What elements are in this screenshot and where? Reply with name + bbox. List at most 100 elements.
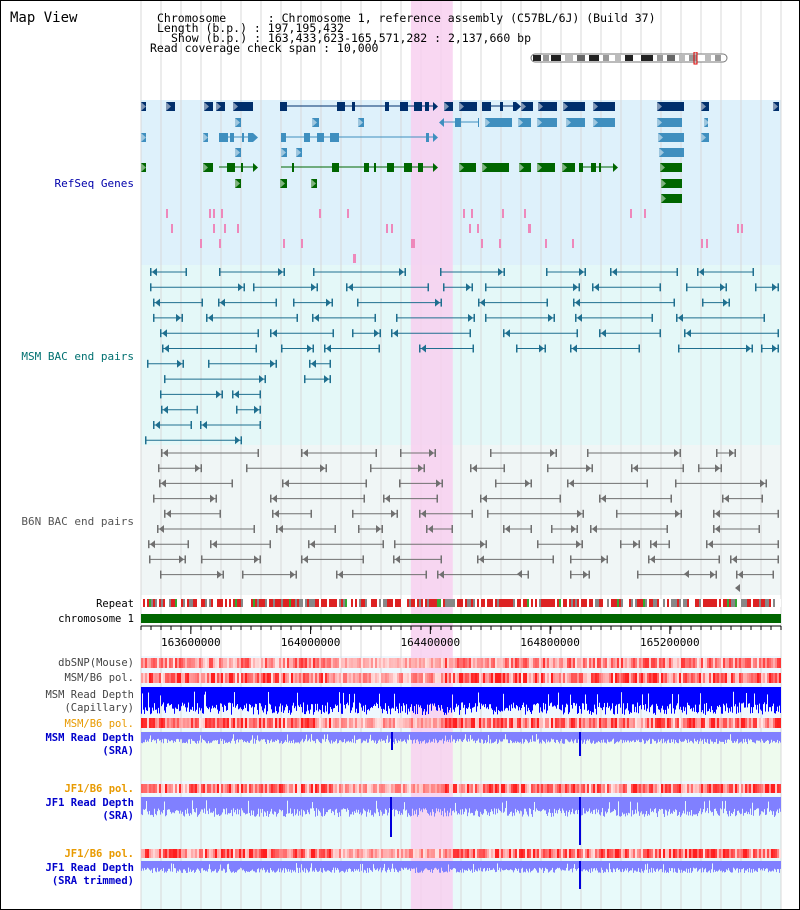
- jf1-depth-sra-bar: [385, 797, 386, 809]
- msm-depth-capillary-bar: [345, 687, 346, 709]
- jf1-depth-sra-bar: [378, 797, 379, 813]
- repeat-block: [583, 599, 585, 607]
- msm-pol2-strip: [581, 718, 583, 728]
- msm-depth-capillary-bar: [261, 687, 262, 707]
- msm-depth-capillary-bar: [295, 687, 296, 707]
- msm-depth-capillary-bar: [244, 687, 245, 706]
- jf1-depth-trim-bar: [493, 861, 494, 869]
- jf1-depth-sra-bar: [774, 797, 775, 817]
- b6n-bac-pair-end: [551, 525, 553, 533]
- msm-pol2-strip: [365, 718, 367, 728]
- msm-pol2-strip: [489, 718, 491, 728]
- msm-depth-capillary-bar: [255, 687, 256, 704]
- refseq-strand-arrow: [659, 148, 664, 157]
- msm-pol2-strip: [331, 718, 333, 728]
- repeat-block: [767, 599, 769, 607]
- dbsnp-strip: [769, 658, 771, 668]
- b6n-bac-pair-arrow: [576, 540, 581, 549]
- refseq-track-label[interactable]: RefSeq Genes: [55, 177, 134, 190]
- msm-depth-sra-bar: [469, 732, 470, 742]
- msm-bac-track-label[interactable]: MSM BAC end pairs: [21, 350, 134, 363]
- jf1-depth-sra-bar: [465, 797, 466, 809]
- jf1-pol-strip: [149, 784, 151, 793]
- msm-depth-capillary-bar: [329, 687, 330, 714]
- jf1-pol2-strip: [661, 849, 663, 858]
- msm-depth-capillary-bar: [456, 687, 457, 704]
- msm-depth-sra-bar: [422, 732, 423, 742]
- msm-pol-strip: [711, 673, 713, 683]
- jf1-pol2-strip: [367, 849, 369, 858]
- jf1-depth-sra-bar: [705, 797, 706, 813]
- repeat-block: [591, 599, 593, 607]
- jf1-pol2-strip: [609, 849, 611, 858]
- jf1-pol2-strip: [407, 849, 409, 858]
- msm-depth-sra-bar: [584, 732, 585, 740]
- jf1-pol-strip: [545, 784, 547, 793]
- jf1-depth-sra-track-label[interactable]: JF1 Read Depth (SRA): [45, 797, 134, 823]
- msm-depth-capillary-bar: [627, 687, 628, 704]
- jf1-depth-trim-bar: [347, 861, 348, 872]
- msm-depth-capillary-bar: [237, 687, 238, 705]
- msm-depth-capillary-bar: [399, 687, 400, 704]
- dbsnp-strip: [185, 658, 187, 668]
- repeat-block: [689, 599, 691, 607]
- msm-depth-sra-bar: [376, 732, 377, 744]
- jf1-pol2-strip: [749, 849, 751, 858]
- msm-depth-capillary-bar: [228, 687, 229, 703]
- msm-bac-pair-end: [755, 283, 757, 292]
- jf1-depth-sra-bar: [239, 797, 240, 810]
- jf1-depth-sra-bar: [623, 797, 624, 815]
- msm-depth-sra-bar: [270, 732, 271, 741]
- dbsnp-strip: [685, 658, 687, 668]
- msm-depth-sra-bar: [664, 732, 665, 743]
- msm-depth-sra-track-label[interactable]: MSM Read Depth (SRA): [45, 732, 134, 758]
- msm-depth-sra-bar: [603, 732, 604, 740]
- b6n-bac-track-label[interactable]: B6N BAC end pairs: [21, 515, 134, 528]
- jf1-pol-track-label[interactable]: JF1/B6 pol.: [64, 783, 134, 796]
- jf1-pol2-strip: [463, 849, 465, 858]
- msm-pol2-track-label[interactable]: MSM/B6 pol.: [64, 718, 134, 731]
- msm-depth-capillary-bar: [612, 687, 613, 704]
- repeat-block: [669, 599, 671, 607]
- jf1-depth-sra-bar: [231, 797, 232, 810]
- msm-pol-track-label[interactable]: MSM/B6 pol.: [64, 672, 134, 685]
- repeat-track-label[interactable]: Repeat: [96, 598, 134, 611]
- jf1-depth-sra-bar: [409, 797, 410, 816]
- jf1-pol2-track-label[interactable]: JF1/B6 pol.: [64, 848, 134, 861]
- jf1-pol-strip: [141, 784, 143, 793]
- jf1-depth-sra-bar: [443, 797, 444, 817]
- msm-depth-capillary-bar: [492, 687, 493, 710]
- msm-depth-sra-bar: [229, 732, 230, 742]
- jf1-depth-sra-bar: [382, 797, 383, 816]
- jf1-pol-strip: [541, 784, 543, 793]
- selection-highlight[interactable]: [410, 1, 453, 909]
- msm-depth-capillary-bar: [370, 687, 371, 709]
- jf1-depth-trim-bar: [324, 861, 325, 871]
- msm-depth-capillary-bar: [223, 687, 224, 712]
- jf1-depth-trim-track-label[interactable]: JF1 Read Depth (SRA trimmed): [45, 862, 134, 888]
- msm-depth-capillary-bar: [141, 687, 142, 714]
- msm-depth-capillary-bar: [144, 687, 145, 714]
- msm-depth-sra-bar: [260, 732, 261, 741]
- msm-pol2-strip: [773, 718, 775, 728]
- msm-pol2-strip: [405, 718, 407, 728]
- jf1-pol2-strip: [171, 849, 173, 858]
- jf1-depth-trim-bar: [514, 861, 515, 871]
- msm-depth-sra-bar: [639, 732, 640, 743]
- jf1-depth-sra-bar: [187, 797, 188, 809]
- msm-depth-capillary-bar: [552, 687, 553, 707]
- jf1-depth-trim-bar: [390, 861, 391, 872]
- jf1-depth-sra-bar: [392, 797, 393, 810]
- jf1-pol-strip: [547, 784, 549, 793]
- repeat-block: [633, 599, 635, 607]
- jf1-depth-sra-bar: [490, 797, 491, 812]
- msm-depth-capillary-track-label[interactable]: MSM Read Depth (Capillary): [45, 689, 134, 715]
- jf1-depth-sra-bar: [162, 797, 163, 814]
- dbsnp-track-label[interactable]: dbSNP(Mouse): [58, 657, 134, 670]
- msm-depth-capillary-bar: [582, 687, 583, 704]
- chromosome-track-label[interactable]: chromosome 1: [58, 613, 134, 626]
- msm-depth-capillary-bar: [726, 687, 727, 704]
- msm-pol2-strip: [723, 718, 725, 728]
- msm-pol2-strip: [163, 718, 165, 728]
